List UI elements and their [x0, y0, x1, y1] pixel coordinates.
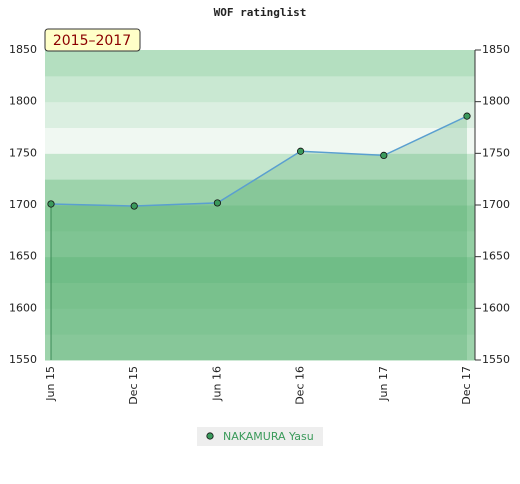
y-tick-label: 1550	[9, 353, 37, 366]
y-tick-label: 1650	[9, 250, 37, 263]
y-tick-label: 1750	[9, 146, 37, 159]
chart-title: WOF ratinglist	[214, 6, 307, 19]
background-band	[45, 308, 475, 335]
y-tick-label: 1700	[9, 198, 37, 211]
background-band	[45, 230, 475, 258]
background-band	[45, 256, 475, 283]
background-band	[45, 50, 475, 77]
x-tick-label: Dec 16	[294, 366, 307, 405]
background-band	[45, 334, 475, 361]
x-tick-label: Dec 17	[460, 366, 473, 405]
background-band	[45, 153, 475, 180]
plot: 1550 1600 1650 1700 1750 1800 1850 1550 1600 1650…	[9, 43, 510, 405]
background-band	[45, 205, 475, 232]
y2-tick-label: 1850	[482, 43, 510, 56]
y2-tick-label: 1650	[482, 250, 510, 263]
y2-tick-label: 1550	[482, 353, 510, 366]
badge-box	[44, 28, 141, 52]
y2-tick-label: 1600	[482, 301, 510, 314]
series-line	[50, 115, 468, 207]
legend-marker	[206, 432, 214, 440]
point	[380, 151, 388, 159]
x-tick-label: Dec 15	[127, 366, 140, 405]
background-band	[45, 127, 475, 154]
legend	[197, 427, 323, 446]
background-band	[45, 282, 475, 309]
legend-label: NAKAMURA Yasu	[223, 430, 314, 443]
x-tick-label: Jun 16	[210, 366, 223, 402]
point	[47, 200, 55, 208]
y2-tick-label: 1700	[482, 198, 510, 211]
y2-tick-label: 1750	[482, 146, 510, 159]
point	[213, 199, 221, 207]
point	[130, 202, 138, 210]
plot-background	[45, 50, 475, 361]
x-tick-label: Jun 17	[377, 366, 390, 402]
point	[463, 112, 471, 120]
badge: 2015–2017	[53, 33, 131, 49]
background-band	[45, 179, 475, 206]
y2-tick-label: 1800	[482, 95, 510, 108]
background-band	[45, 101, 475, 128]
background-band	[45, 75, 475, 103]
y-tick-label: 1800	[9, 95, 37, 108]
area	[51, 116, 467, 360]
y-tick-label: 1850	[9, 43, 37, 56]
y-tick-label: 1600	[9, 301, 37, 314]
x-tick-label: Jun 15	[44, 366, 57, 402]
point	[296, 147, 305, 155]
